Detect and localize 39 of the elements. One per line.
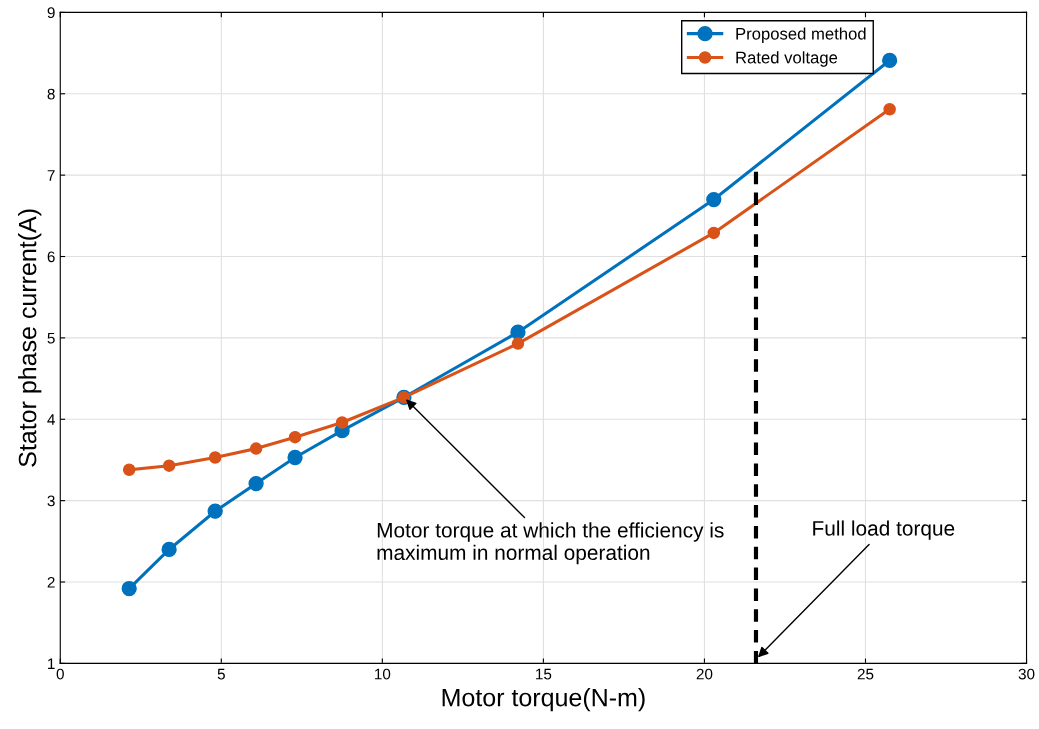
point xyxy=(707,226,721,240)
point xyxy=(335,416,349,429)
y-tick-label: 2 xyxy=(47,576,55,588)
point xyxy=(287,449,303,466)
y-tick-label: 5 xyxy=(47,332,55,344)
x-tick-label: 5 xyxy=(217,668,225,680)
annotation: Motor torque at which the efficiency is maximum in normal operation xyxy=(377,522,724,565)
point xyxy=(122,463,136,476)
x-axis-title: Motor torque(N-m) xyxy=(442,688,645,712)
y-tick-label: 8 xyxy=(47,88,55,100)
legend-label: Rated voltage xyxy=(736,51,838,67)
y-tick-label: 6 xyxy=(47,251,55,263)
point xyxy=(511,337,525,350)
point xyxy=(706,191,722,208)
y-tick-label: 3 xyxy=(47,495,55,507)
point xyxy=(510,324,526,340)
point xyxy=(248,475,264,492)
x-tick-label: 25 xyxy=(857,668,874,680)
point xyxy=(288,430,302,444)
point xyxy=(882,52,898,69)
y-axis-title: Stator phase current(A) xyxy=(18,209,42,467)
point xyxy=(883,102,896,116)
x-tick-label: 20 xyxy=(696,668,713,680)
y-tick-label: 1 xyxy=(48,658,55,669)
point xyxy=(121,580,137,597)
x-tick-label: 15 xyxy=(536,668,552,680)
y-tick-label: 4 xyxy=(47,414,55,425)
y-tick-label: 7 xyxy=(47,170,55,181)
x-tick-label: 0 xyxy=(56,668,64,680)
legend-label: Proposed method xyxy=(736,27,866,43)
point xyxy=(207,503,223,519)
y-tick-label: 9 xyxy=(47,7,55,19)
point xyxy=(162,459,176,472)
point xyxy=(249,442,263,455)
point xyxy=(161,541,177,558)
annotation: Full load torque xyxy=(813,520,955,540)
point xyxy=(208,451,222,464)
x-tick-label: 30 xyxy=(1018,668,1035,680)
x-tick-label: 10 xyxy=(375,668,391,680)
